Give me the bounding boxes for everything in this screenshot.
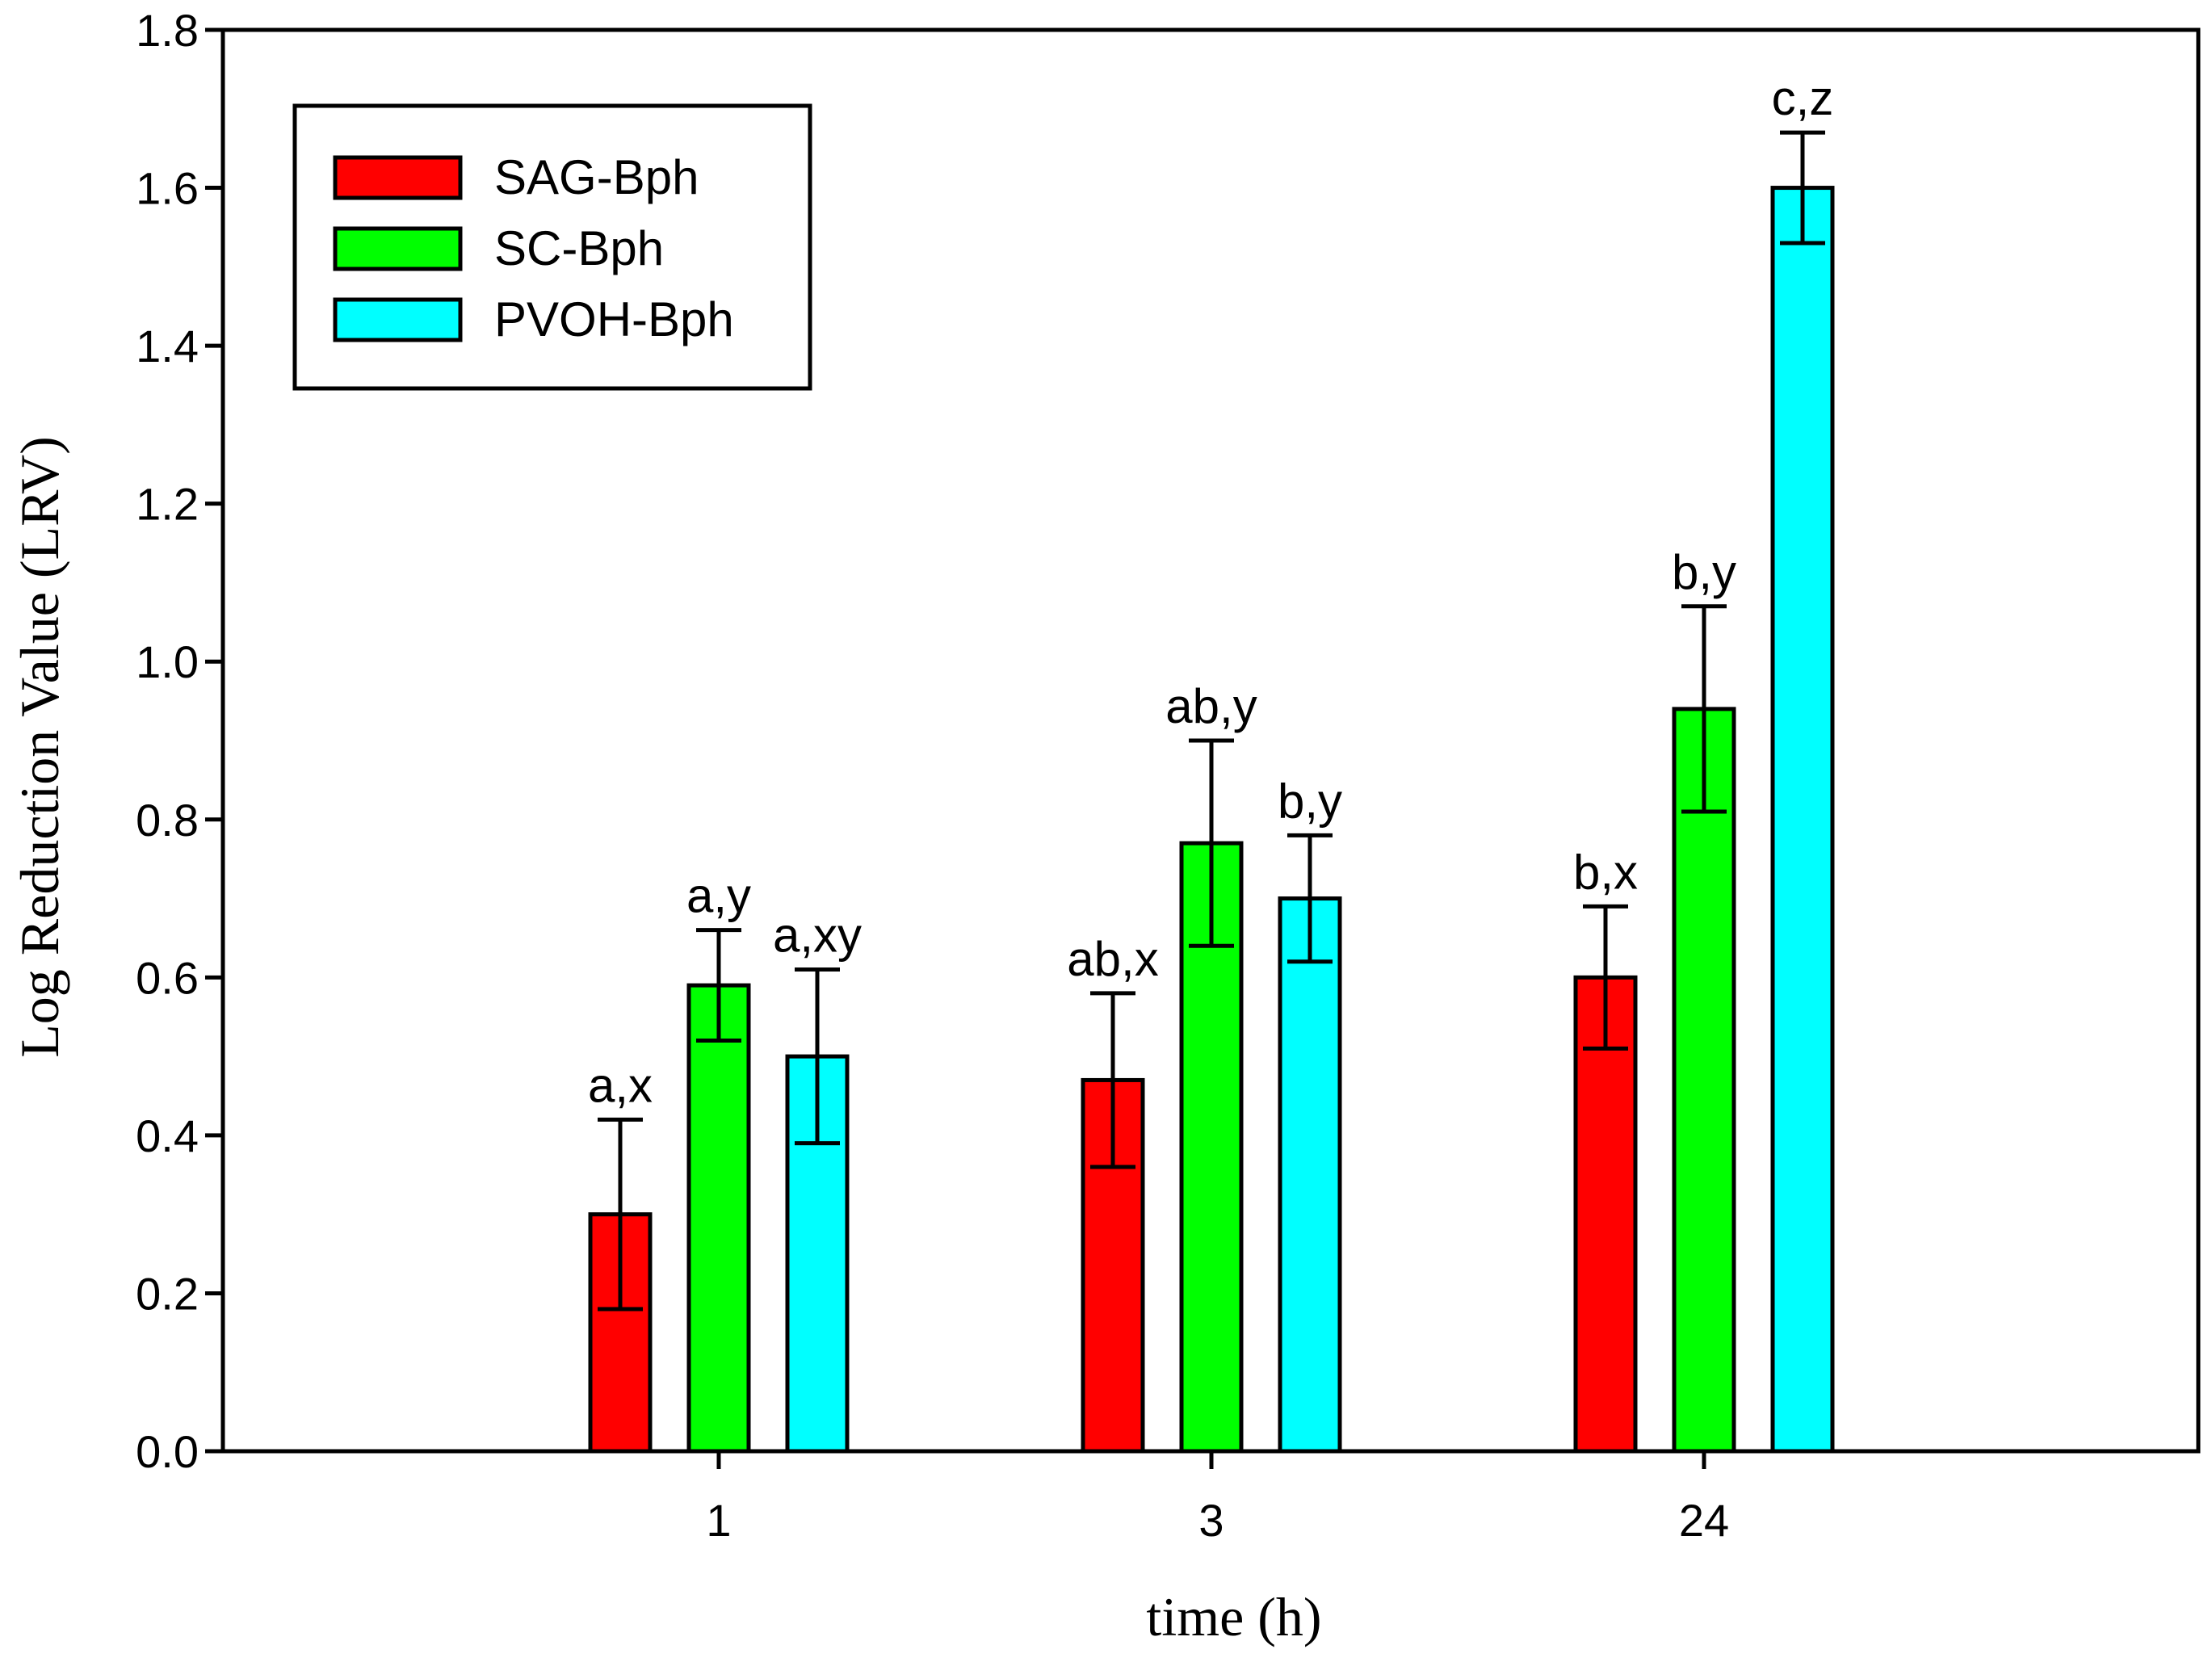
y-tick-label: 1.0 (136, 636, 199, 687)
y-tick-label: 0.4 (136, 1110, 199, 1161)
y-tick-label: 1.6 (136, 163, 199, 214)
bar (1672, 707, 1736, 1454)
y-tick-label: 1.8 (136, 5, 199, 56)
legend-label: PVOH-Bph (494, 292, 734, 346)
legend-label: SAG-Bph (494, 150, 699, 204)
bar (686, 983, 751, 1454)
y-tick-label: 0.2 (136, 1268, 199, 1319)
chart-marks: 0.0 0.2 0.4 0.6 0.8 1.0 1.2 1.4 1.6 1.8 1 3 24 a,x ab,… (136, 5, 2201, 1546)
legend-swatch (333, 155, 463, 200)
significance-label: b,x (1573, 845, 1638, 899)
significance-label: a,y (686, 869, 751, 923)
legend-swatch (333, 226, 463, 271)
x-tick-label: 3 (1198, 1495, 1224, 1546)
y-tick-label: 1.2 (136, 479, 199, 530)
legend-label: SC-Bph (494, 221, 664, 275)
x-tick-label: 24 (1679, 1495, 1729, 1546)
significance-label: a,xy (773, 909, 862, 963)
significance-label: b,y (1672, 545, 1736, 599)
y-tick-label: 1.4 (136, 321, 199, 371)
legend-swatch (333, 297, 463, 342)
y-tick-label: 0.8 (136, 795, 199, 846)
x-axis-title: time (h) (1146, 1586, 1321, 1647)
y-tick-label: 0.6 (136, 952, 199, 1003)
bar (1770, 186, 1835, 1454)
significance-label: ab,y (1165, 679, 1257, 733)
significance-label: b,y (1278, 774, 1342, 828)
legend: SAG-Bph SC-Bph PVOH-Bph (292, 103, 812, 391)
y-tick-label: 0.0 (136, 1426, 199, 1477)
significance-label: a,x (588, 1058, 653, 1112)
y-axis-title: Log Reduction Value (LRV) (9, 436, 70, 1057)
significance-label: ab,x (1067, 932, 1158, 986)
bar (1278, 896, 1342, 1454)
x-tick-label: 1 (706, 1495, 731, 1546)
significance-label: c,z (1772, 71, 1834, 125)
